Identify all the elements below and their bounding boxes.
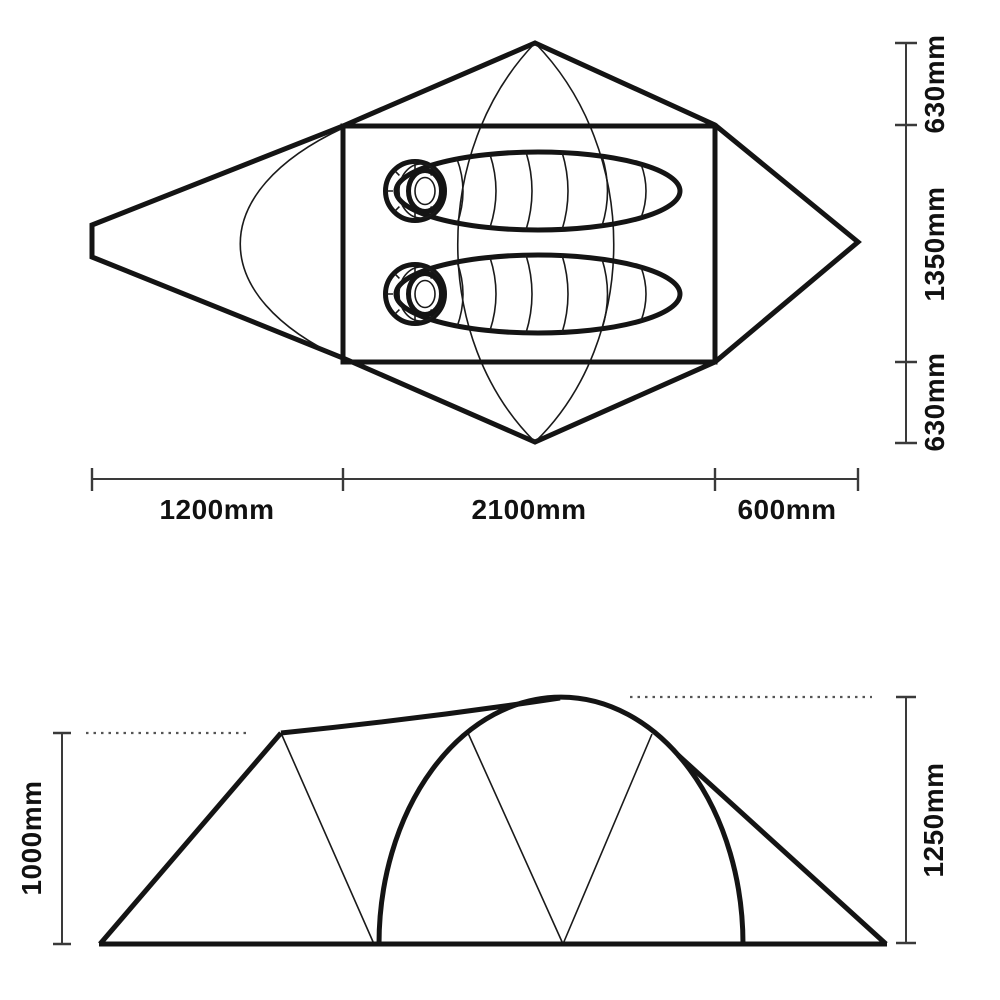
side-view-right-dimension: 1250mm: [896, 695, 949, 945]
width-dim-label-right: 600mm: [737, 494, 836, 525]
width-dim-label-left: 1200mm: [159, 494, 274, 525]
left-slope: [98, 731, 283, 946]
tent-side-view: [86, 694, 888, 947]
vestibule-door-arc: [239, 127, 344, 360]
tent-top-view: [89, 40, 862, 445]
left-height-dim-label: 1000mm: [16, 780, 47, 895]
tent-outline-top-view: [89, 40, 862, 445]
top-view-height-dimension: 630mm 1350mm 630mm: [895, 34, 950, 452]
right-slope: [676, 753, 888, 946]
side-seam-lines: [280, 732, 653, 945]
dome-pole-arc-left: [456, 42, 536, 443]
sleeping-bag-1: [386, 152, 681, 230]
left-height-dimension-ticks: [53, 731, 71, 946]
ridge-line: [280, 695, 561, 736]
height-dimension-ticks: [895, 41, 917, 445]
inner-tent-rectangle: [340, 123, 718, 365]
dome-arch: [376, 694, 746, 945]
right-height-dim-label: 1250mm: [918, 762, 949, 877]
height-dim-label-top: 630mm: [919, 34, 950, 133]
right-height-dimension-ticks: [896, 695, 916, 945]
dome-pole-arc-right: [534, 42, 615, 443]
height-dim-label-middle: 1350mm: [919, 186, 950, 301]
height-dim-label-bottom: 630mm: [919, 352, 950, 451]
width-dimension-ticks: [90, 468, 860, 491]
side-view-left-dimension: 1000mm: [16, 731, 71, 946]
sleeping-bag-2: [386, 255, 681, 333]
top-view-width-dimension: 1200mm 2100mm 600mm: [90, 468, 860, 525]
width-dim-label-middle: 2100mm: [471, 494, 586, 525]
